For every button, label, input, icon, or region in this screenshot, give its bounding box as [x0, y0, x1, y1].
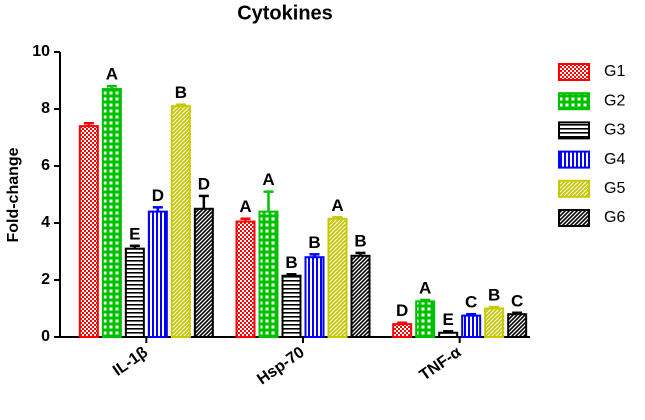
bar	[193, 207, 214, 338]
error-bar	[309, 253, 320, 258]
bar	[438, 331, 459, 339]
bar	[415, 300, 436, 338]
bar	[461, 314, 482, 338]
y-tick-label: 10	[32, 43, 50, 60]
error-bar	[286, 273, 297, 276]
bar	[235, 220, 256, 338]
error-bar	[152, 206, 163, 212]
y-tick-label: 0	[41, 328, 50, 345]
significance-letter: B	[308, 233, 320, 252]
significance-letter: A	[239, 197, 251, 216]
significance-letter: E	[442, 310, 453, 329]
error-bar	[240, 217, 251, 222]
significance-letter: B	[175, 83, 187, 102]
legend-label: G6	[604, 209, 625, 226]
error-bar	[332, 216, 343, 219]
error-bar	[489, 305, 500, 309]
significance-letter: A	[106, 65, 118, 84]
significance-letter: C	[511, 291, 523, 310]
bar	[507, 313, 528, 339]
legend-swatch	[558, 63, 590, 81]
chart-title: Cytokines	[237, 2, 333, 24]
y-tick-label: 4	[41, 214, 50, 231]
bar	[484, 307, 505, 338]
bar	[392, 323, 413, 338]
error-bar	[175, 103, 186, 107]
legend-swatch	[558, 92, 590, 111]
bar	[78, 125, 99, 338]
bar	[147, 210, 168, 339]
bar	[350, 254, 371, 338]
error-bar	[355, 251, 366, 256]
bar	[327, 217, 348, 339]
x-tick-label: IL-1β	[110, 344, 151, 380]
error-bar	[443, 330, 454, 333]
error-bar	[397, 321, 408, 325]
significance-letter: A	[262, 170, 274, 189]
error-bar	[466, 312, 477, 316]
legend-swatch	[558, 121, 590, 140]
error-bar	[512, 311, 523, 315]
legend-swatch	[558, 209, 590, 227]
bar	[304, 256, 325, 339]
error-bar	[420, 298, 431, 302]
error-bar	[129, 244, 140, 249]
significance-letter: C	[465, 293, 477, 312]
legend-label: G2	[604, 92, 625, 109]
bar	[101, 88, 122, 338]
y-tick-label: 2	[41, 271, 50, 288]
significance-letter: A	[331, 196, 343, 215]
y-tick-label: 8	[41, 100, 50, 117]
significance-letter: D	[198, 174, 210, 193]
bar	[124, 247, 145, 338]
x-tick-label: Hsp-70	[254, 344, 308, 389]
legend-swatch	[558, 179, 590, 198]
significance-letter: E	[129, 224, 140, 243]
legend-label: G5	[604, 180, 625, 197]
significance-letter: B	[488, 286, 500, 305]
bar	[258, 210, 279, 339]
legend-label: G4	[604, 151, 625, 168]
error-bar	[263, 190, 274, 212]
legend-label: G3	[604, 122, 625, 139]
legend-label: G1	[604, 63, 625, 80]
error-bar	[198, 194, 209, 209]
y-tick-label: 6	[41, 157, 50, 174]
significance-letter: D	[152, 186, 164, 205]
legend-swatch	[558, 150, 590, 169]
significance-letter: D	[396, 301, 408, 320]
bar	[281, 274, 302, 339]
error-bar	[106, 84, 117, 90]
bar	[170, 105, 191, 339]
x-tick-label: TNF-α	[417, 344, 465, 385]
significance-letter: B	[285, 253, 297, 272]
significance-letter: B	[354, 231, 366, 250]
y-axis-label: Fold-change	[5, 147, 22, 242]
error-bar	[83, 122, 94, 127]
significance-letter: A	[419, 278, 431, 297]
